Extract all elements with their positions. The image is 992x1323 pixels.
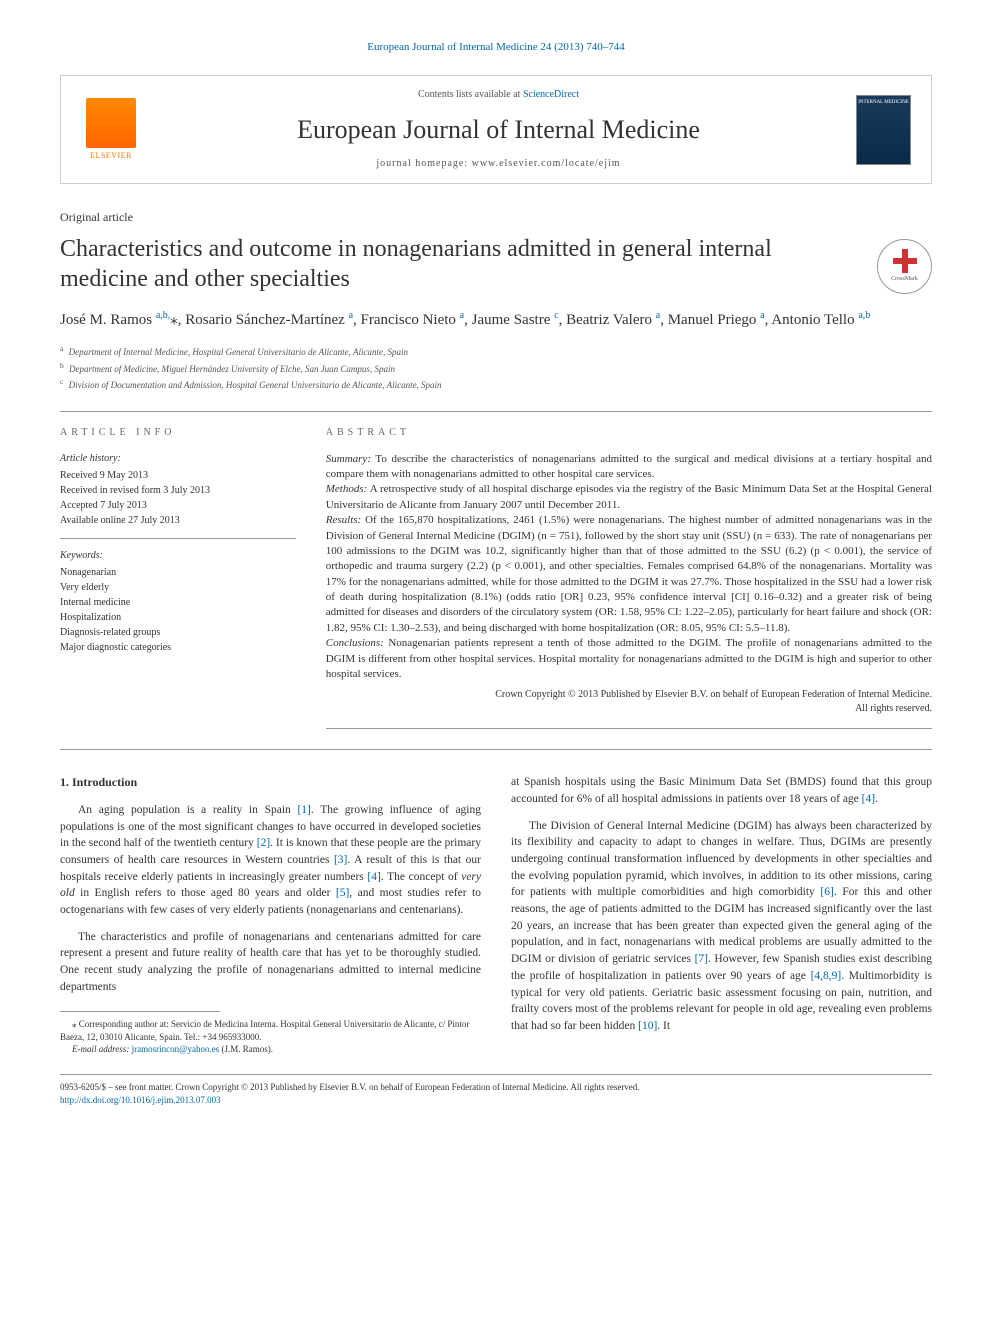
ref-3[interactable]: [3] — [334, 854, 347, 866]
keyword: Nonagenarian — [60, 565, 296, 580]
copyright-1: Crown Copyright © 2013 Published by Else… — [495, 689, 932, 700]
footnotes: ⁎ Corresponding author at: Servicio de M… — [60, 1018, 481, 1056]
contents-available: Contents lists available at ScienceDirec… — [141, 88, 856, 102]
history-line: Received in revised form 3 July 2013 — [60, 483, 296, 498]
keyword: Diagnosis-related groups — [60, 625, 296, 640]
crossmark-icon — [893, 249, 917, 273]
ref-4[interactable]: [4] — [367, 871, 380, 883]
methods-text: A retrospective study of all hospital di… — [326, 483, 932, 510]
keyword: Very elderly — [60, 580, 296, 595]
intro-para-4: The Division of General Internal Medicin… — [511, 818, 932, 1035]
corresponding-author: ⁎ Corresponding author at: Servicio de M… — [60, 1018, 481, 1043]
ref-2[interactable]: [2] — [257, 837, 270, 849]
keyword: Major diagnostic categories — [60, 640, 296, 655]
bottom-divider — [60, 1074, 932, 1075]
body-left-column: 1. Introduction An aging population is a… — [60, 774, 481, 1056]
abstract-heading: ABSTRACT — [326, 426, 932, 440]
header-center: Contents lists available at ScienceDirec… — [141, 88, 856, 170]
t: . The concept of — [381, 871, 461, 883]
journal-homepage: journal homepage: www.elsevier.com/locat… — [141, 157, 856, 171]
sciencedirect-link[interactable]: ScienceDirect — [523, 89, 579, 100]
article-info-heading: ARTICLE INFO — [60, 426, 296, 440]
elsevier-logo: ELSEVIER — [81, 95, 141, 165]
t: . — [875, 793, 878, 805]
ref-5[interactable]: [5] — [336, 887, 349, 899]
conclusions-text: Nonagenarian patients represent a tenth … — [326, 637, 932, 680]
intro-para-1: An aging population is a reality in Spai… — [60, 802, 481, 919]
doi-link[interactable]: http://dx.doi.org/10.1016/j.ejim.2013.07… — [60, 1095, 221, 1105]
divider — [60, 411, 932, 412]
intro-para-2: The characteristics and profile of nonag… — [60, 929, 481, 996]
ref-7[interactable]: [7] — [695, 953, 708, 965]
ref-10[interactable]: [10] — [638, 1020, 657, 1032]
ref-6[interactable]: [6] — [820, 886, 833, 898]
affiliations: a Department of Internal Medicine, Hospi… — [60, 343, 932, 393]
elsevier-tree-icon — [86, 98, 136, 148]
conclusions-label: Conclusions: — [326, 637, 384, 649]
authors-list: José M. Ramos a,b,⁎, Rosario Sánchez-Mar… — [60, 308, 932, 332]
keywords-label: Keywords: — [60, 549, 296, 563]
ref-4b[interactable]: [4] — [862, 793, 875, 805]
copyright-2: All rights reserved. — [855, 703, 932, 714]
journal-cover-thumb: INTERNAL MEDICINE — [856, 95, 911, 165]
t: An aging population is a reality in Spai… — [78, 804, 297, 816]
divider — [60, 749, 932, 750]
contents-prefix: Contents lists available at — [418, 89, 523, 100]
abstract-text: Summary: To describe the characteristics… — [326, 452, 932, 683]
affiliation: b Department of Medicine, Miguel Hernánd… — [60, 360, 932, 377]
email-label: E-mail address: — [72, 1044, 132, 1054]
history-line: Available online 27 July 2013 — [60, 513, 296, 528]
summary-text: To describe the characteristics of nonag… — [326, 453, 932, 480]
crossmark-badge[interactable]: CrossMark — [877, 239, 932, 294]
email-suffix: (J.M. Ramos). — [219, 1044, 273, 1054]
history-label: Article history: — [60, 452, 296, 466]
methods-label: Methods: — [326, 483, 368, 495]
email-link[interactable]: jramosrincon@yahoo.es — [132, 1044, 220, 1054]
keywords-block: Keywords: NonagenarianVery elderlyIntern… — [60, 549, 296, 655]
article-title: Characteristics and outcome in nonagenar… — [60, 234, 857, 294]
front-matter: 0953-6205/$ – see front matter. Crown Co… — [60, 1082, 640, 1092]
body-columns: 1. Introduction An aging population is a… — [60, 774, 932, 1056]
cover-label: INTERNAL MEDICINE — [858, 100, 909, 106]
crossmark-label: CrossMark — [891, 275, 918, 283]
abstract-copyright: Crown Copyright © 2013 Published by Else… — [326, 688, 932, 716]
affiliation: a Department of Internal Medicine, Hospi… — [60, 343, 932, 360]
results-text: Of the 165,870 hospitalizations, 2461 (1… — [326, 514, 932, 634]
article-history: Article history: Received 9 May 2013Rece… — [60, 452, 296, 539]
keyword: Hospitalization — [60, 610, 296, 625]
bottom-info: 0953-6205/$ – see front matter. Crown Co… — [60, 1081, 932, 1106]
summary-label: Summary: — [326, 453, 371, 465]
ref-489[interactable]: [4,8,9] — [811, 970, 842, 982]
article-type: Original article — [60, 209, 932, 226]
results-label: Results: — [326, 514, 361, 526]
abstract-column: ABSTRACT Summary: To describe the charac… — [326, 426, 932, 730]
journal-name: European Journal of Internal Medicine — [141, 112, 856, 148]
keyword: Internal medicine — [60, 595, 296, 610]
elsevier-label: ELSEVIER — [90, 150, 132, 161]
email-line: E-mail address: jramosrincon@yahoo.es (J… — [60, 1043, 481, 1056]
affiliation: c Division of Documentation and Admissio… — [60, 376, 932, 393]
article-info-column: ARTICLE INFO Article history: Received 9… — [60, 426, 296, 730]
journal-header: ELSEVIER Contents lists available at Sci… — [60, 75, 932, 183]
intro-heading: 1. Introduction — [60, 774, 481, 791]
footnote-divider — [60, 1011, 220, 1012]
abstract-divider — [326, 728, 932, 729]
t: . It — [657, 1020, 670, 1032]
ref-1[interactable]: [1] — [297, 804, 310, 816]
history-line: Received 9 May 2013 — [60, 468, 296, 483]
history-line: Accepted 7 July 2013 — [60, 498, 296, 513]
intro-para-3: at Spanish hospitals using the Basic Min… — [511, 774, 932, 807]
body-right-column: at Spanish hospitals using the Basic Min… — [511, 774, 932, 1056]
t: in English refers to those aged 80 years… — [75, 887, 336, 899]
journal-citation[interactable]: European Journal of Internal Medicine 24… — [60, 40, 932, 55]
